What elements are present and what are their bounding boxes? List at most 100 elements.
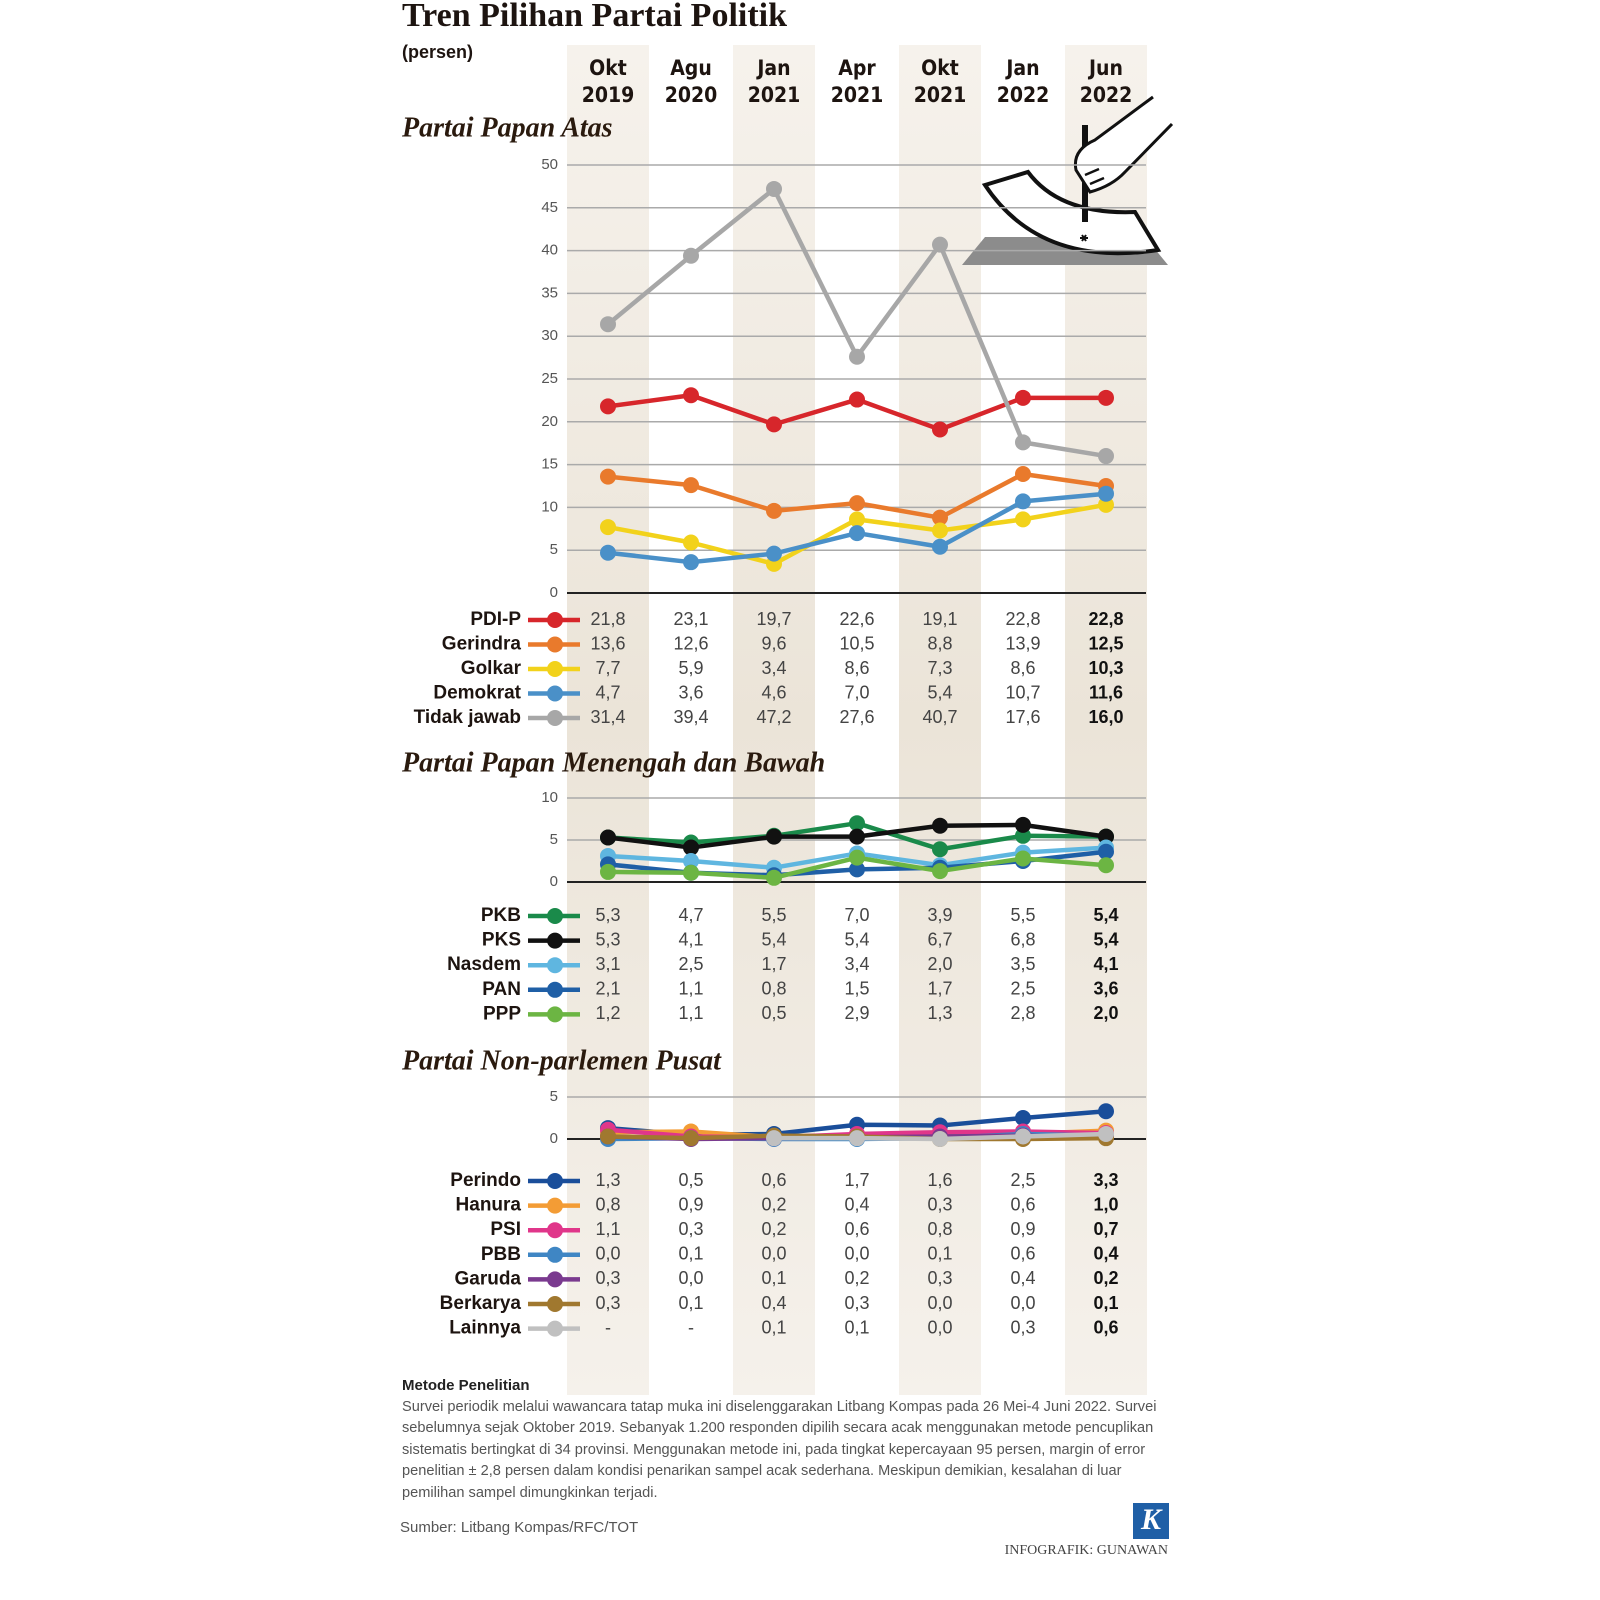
y-tick-label: 10 — [541, 789, 558, 806]
value-label: 0,5 — [761, 1003, 786, 1023]
y-tick-label: 0 — [550, 873, 558, 890]
value-label: 7,3 — [927, 658, 952, 678]
value-label: 2,1 — [595, 979, 620, 999]
value-label: 0,8 — [927, 1219, 952, 1239]
value-label: 0,0 — [844, 1244, 869, 1264]
data-point — [766, 869, 782, 886]
legend-dot — [547, 1222, 563, 1239]
value-label: 11,6 — [1089, 682, 1123, 702]
credit: INFOGRAFIK: GUNAWAN — [1005, 1543, 1168, 1558]
legend-label: Demokrat — [433, 683, 521, 704]
legend-label: Tidak jawab — [414, 707, 521, 728]
data-point — [1015, 493, 1031, 510]
value-label: 4,7 — [678, 905, 703, 925]
value-label: 1,1 — [595, 1219, 620, 1239]
data-point — [1015, 816, 1031, 833]
value-label: 5,4 — [1093, 929, 1118, 949]
data-point — [849, 511, 865, 528]
data-point — [849, 849, 865, 866]
data-point — [766, 828, 782, 845]
data-point — [1098, 496, 1114, 513]
data-point — [1098, 1125, 1114, 1142]
legend-dot — [547, 981, 563, 998]
data-point — [683, 839, 699, 856]
data-point — [1015, 466, 1031, 483]
legend-label: PSI — [490, 1219, 521, 1240]
value-label: 1,0 — [1093, 1194, 1118, 1214]
value-label: 9,6 — [761, 633, 786, 653]
legend-dot — [547, 908, 563, 924]
value-label: 4,6 — [761, 682, 786, 702]
value-label: 3,6 — [678, 682, 703, 702]
legend-label: PBB — [481, 1244, 521, 1265]
data-point — [1098, 448, 1114, 465]
value-label: 0,0 — [927, 1293, 952, 1313]
data-point — [600, 468, 616, 485]
legend-label: Gerindra — [442, 634, 522, 655]
data-point — [683, 477, 699, 494]
y-tick-label: 20 — [541, 413, 558, 430]
data-point — [600, 544, 616, 561]
value-label: 22,8 — [1005, 609, 1040, 629]
value-label: 4,7 — [595, 682, 620, 702]
value-label: 19,7 — [756, 609, 791, 629]
value-label: 0,2 — [761, 1194, 786, 1214]
logo-box — [1133, 1503, 1169, 1539]
value-label: 47,2 — [756, 707, 791, 727]
legend-label: Golkar — [461, 658, 522, 679]
legend-label: PPP — [483, 1003, 521, 1024]
y-tick-label: 5 — [550, 541, 558, 558]
value-label: 0,2 — [1093, 1268, 1118, 1288]
value-label: 0,2 — [761, 1219, 786, 1239]
legend-dot — [547, 636, 563, 653]
value-label: 0,1 — [678, 1293, 703, 1313]
value-label: 0,6 — [1010, 1194, 1035, 1214]
method-note: Metode Penelitian Survei periodik melalu… — [402, 1375, 1167, 1505]
value-label: 0,4 — [761, 1293, 786, 1313]
value-label: 22,8 — [1088, 609, 1123, 629]
data-point — [932, 538, 948, 555]
value-label: 2,0 — [1093, 1003, 1118, 1023]
section-title: Partai Papan Atas — [401, 112, 613, 143]
value-label: 0,9 — [678, 1194, 703, 1214]
legend-dot — [547, 710, 563, 726]
y-tick-label: 25 — [541, 370, 558, 387]
value-label: 0,6 — [1093, 1317, 1118, 1337]
title: Tren Pilihan Partai Politik — [402, 0, 787, 34]
value-label: 2,5 — [678, 954, 703, 974]
data-point — [766, 502, 782, 519]
legend-dot — [547, 1173, 563, 1189]
data-point — [683, 554, 699, 571]
data-point — [600, 316, 616, 333]
value-label: 0,1 — [761, 1268, 786, 1288]
data-point — [849, 828, 865, 845]
y-tick-label: 0 — [550, 1130, 558, 1147]
legend-dot — [547, 661, 563, 677]
data-point — [932, 841, 948, 858]
data-point — [1098, 485, 1114, 502]
value-label: 7,0 — [844, 905, 869, 925]
data-point — [683, 247, 699, 264]
column-band — [567, 45, 649, 1395]
data-point — [600, 1128, 616, 1145]
value-label: 12,6 — [673, 633, 708, 653]
legend-dot — [547, 1197, 563, 1214]
value-label: 8,6 — [1010, 658, 1035, 678]
data-point — [683, 534, 699, 551]
value-label: 0,1 — [1093, 1293, 1118, 1313]
data-point — [683, 853, 699, 869]
value-label: 5,4 — [1093, 905, 1118, 925]
value-label: 40,7 — [922, 707, 957, 727]
legend-label: PAN — [482, 979, 521, 1000]
value-label: 1,3 — [595, 1170, 620, 1190]
value-label: 0,6 — [844, 1219, 869, 1239]
value-label: 0,5 — [678, 1170, 703, 1190]
legend-dot — [547, 1006, 563, 1023]
y-tick-label: 5 — [550, 831, 558, 848]
legend-label: Nasdem — [447, 954, 521, 975]
value-label: 2,9 — [844, 1003, 869, 1023]
legend-dot — [547, 1246, 563, 1263]
column-label: Apr 2021 — [830, 56, 884, 107]
value-label: 0,2 — [844, 1268, 869, 1288]
value-label: 7,0 — [844, 682, 869, 702]
